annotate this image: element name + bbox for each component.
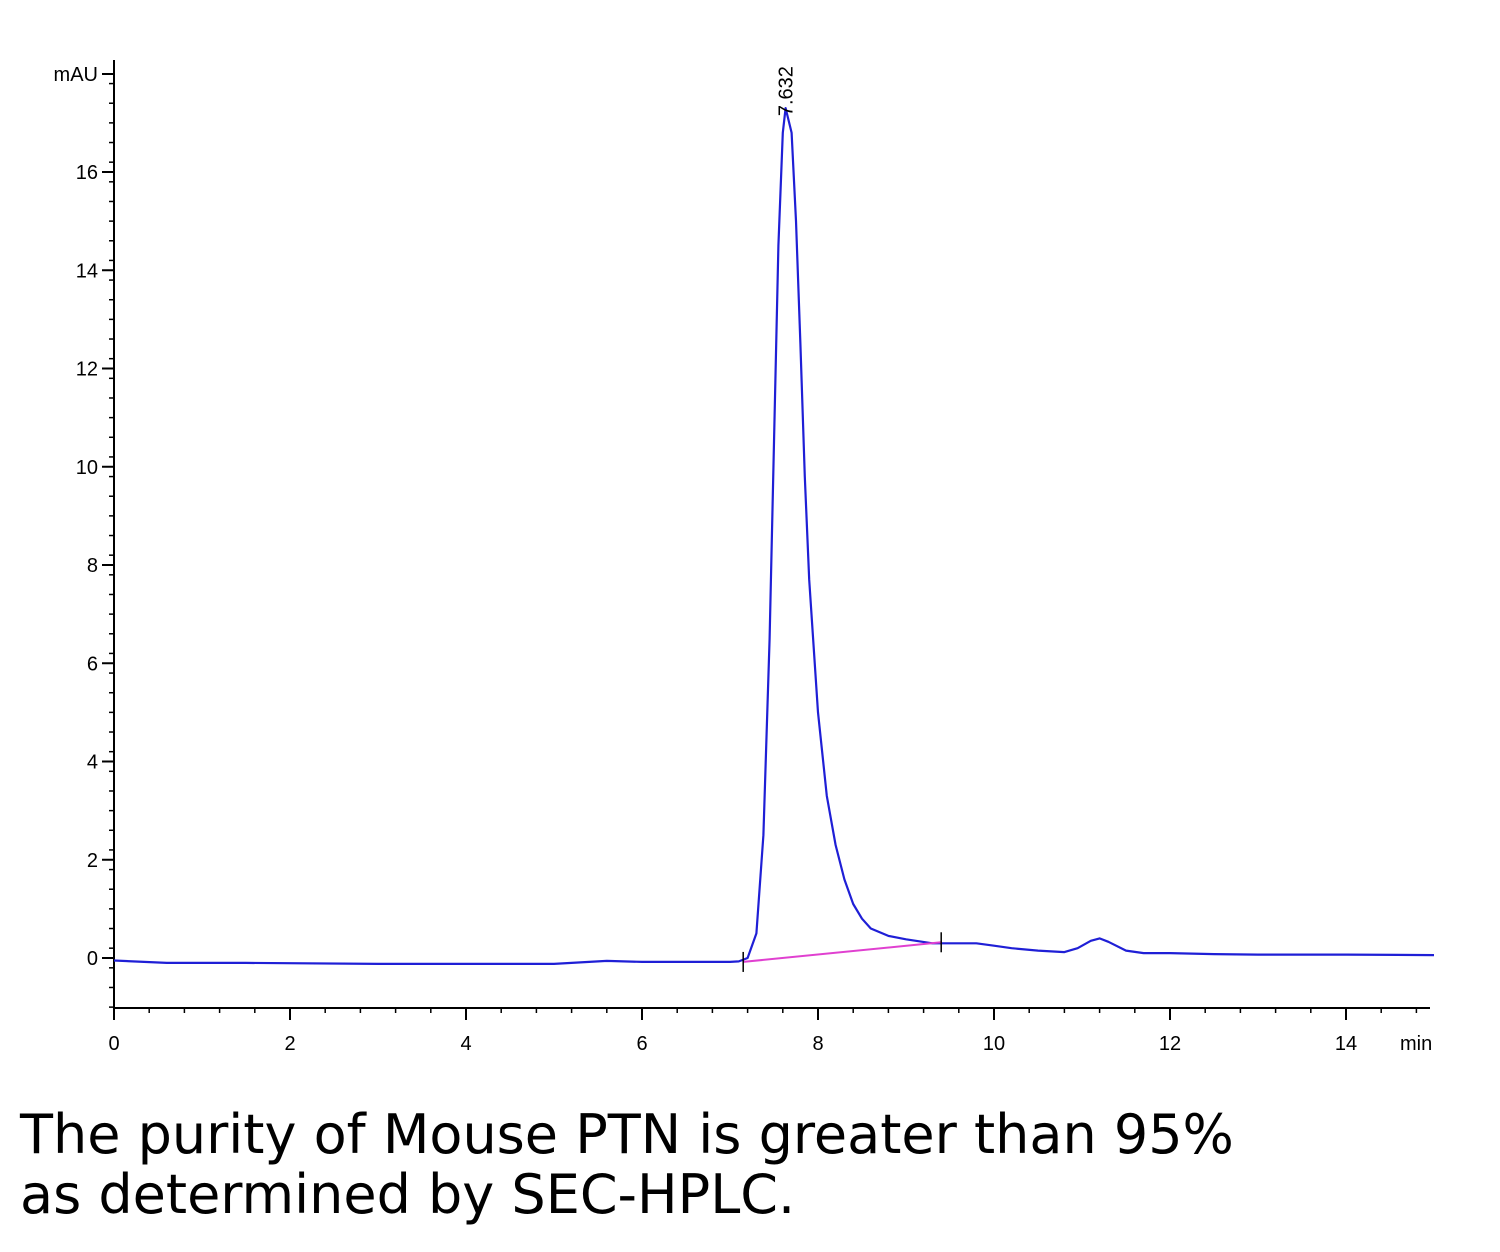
x-tick-label: 10 [983, 1033, 1005, 1055]
x-tick-label: 6 [636, 1033, 647, 1055]
y-tick-label: 8 [87, 555, 98, 577]
y-tick-label: 14 [76, 260, 98, 282]
x-tick-label: 14 [1335, 1033, 1357, 1055]
caption-line-1: The purity of Mouse PTN is greater than … [20, 1103, 1234, 1166]
y-tick-label: 4 [87, 752, 98, 774]
y-tick-label: 12 [76, 359, 98, 381]
peak-label: 7.632 [776, 66, 798, 116]
y-tick-label: 2 [87, 850, 98, 872]
y-tick-label: 6 [87, 653, 98, 675]
integration-baseline [743, 941, 942, 963]
y-tick-label: 16 [76, 162, 98, 184]
x-tick-label: 12 [1159, 1033, 1181, 1055]
y-axis: 0 2 4 6 8 10 12 14 16 mAU [54, 60, 115, 1008]
signal-trace [113, 106, 1435, 966]
y-tick-label: 0 [87, 948, 98, 970]
chromatogram-chart: 0 2 4 6 8 10 12 14 16 mAU 0 2 4 6 8 10 12 14 min 7.632 [54, 60, 1435, 1055]
caption: The purity of Mouse PTN is greater than … [20, 1105, 1234, 1225]
peak-labels: 7.632 [776, 66, 798, 116]
y-tick-label: 10 [76, 457, 98, 479]
x-tick-label: 0 [108, 1033, 119, 1055]
caption-line-2: as determined by SEC-HPLC. [20, 1163, 796, 1226]
x-tick-label: 2 [284, 1033, 295, 1055]
y-axis-label: mAU [54, 64, 98, 86]
series-layer [113, 106, 1435, 972]
x-axis: 0 2 4 6 8 10 12 14 min [108, 1007, 1432, 1055]
x-tick-label: 4 [460, 1033, 471, 1055]
x-tick-label: 8 [812, 1033, 823, 1055]
x-axis-label: min [1400, 1033, 1432, 1055]
